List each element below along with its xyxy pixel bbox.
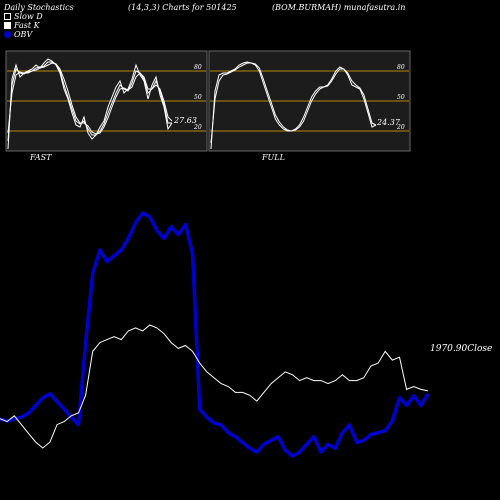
- legend-label: Fast K: [14, 21, 40, 30]
- level-label-20: 20: [396, 124, 405, 131]
- level-label-80: 80: [397, 64, 405, 71]
- series-obv: [0, 211, 430, 458]
- fast-panel-title: FAST: [29, 153, 52, 162]
- header-middle: (14,3,3) Charts for 501425: [128, 3, 237, 12]
- full-last-value-label: 24.37: [376, 118, 401, 127]
- fast-panel: FAST 27.63 80 50 20: [5, 50, 208, 162]
- level-label-50: 50: [397, 94, 405, 101]
- level-label-50: 50: [194, 94, 202, 101]
- series-fast-k: [7, 58, 173, 150]
- close-value-label: 1970.90Close: [430, 344, 492, 354]
- legend: Slow D Fast K OBV: [4, 12, 43, 39]
- series-slow-d: [7, 62, 173, 135]
- level-label-80: 80: [194, 64, 202, 71]
- level-label-20: 20: [193, 124, 202, 131]
- obv-price-panel: 1970.90Close: [0, 211, 492, 458]
- header-right: (BOM.BURMAH) munafasutra.in: [272, 3, 406, 12]
- header-left: Daily Stochastics: [4, 3, 74, 12]
- full-panel: FULL 24.37 80 50 20: [208, 50, 411, 162]
- legend-item-fast-k: Fast K: [4, 21, 43, 30]
- legend-item-obv: OBV: [4, 30, 43, 39]
- full-panel-title: FULL: [261, 153, 285, 162]
- legend-item-slow-d: Slow D: [4, 12, 43, 21]
- fast-last-value-label: 27.63: [173, 116, 197, 125]
- legend-label: Slow D: [14, 12, 43, 21]
- series-close: [0, 324, 429, 449]
- legend-swatch-icon: [4, 22, 11, 29]
- series-slow-k: [7, 61, 172, 142]
- legend-swatch-icon: [4, 13, 11, 20]
- legend-swatch-icon: [4, 31, 11, 38]
- legend-label: OBV: [14, 30, 33, 39]
- series-full-d: [210, 62, 377, 144]
